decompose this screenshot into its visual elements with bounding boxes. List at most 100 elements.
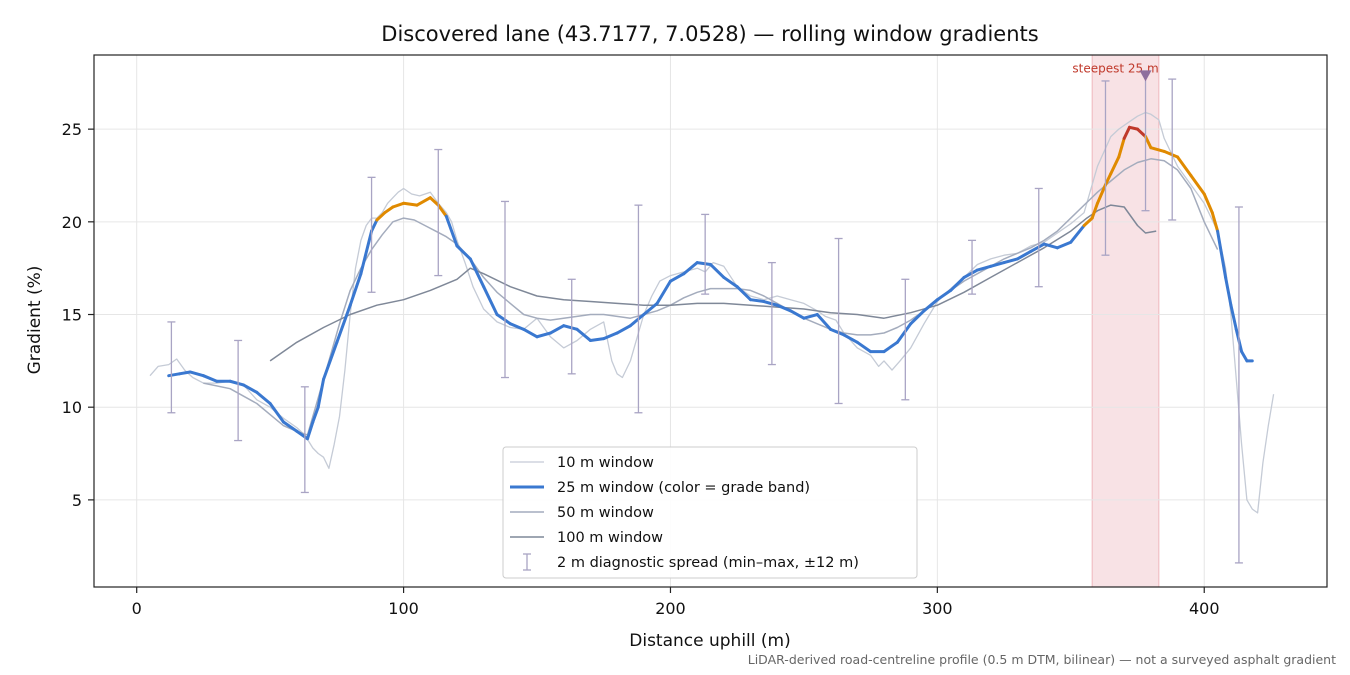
series-segment-25m xyxy=(1069,224,1086,244)
series-segment-25m xyxy=(415,196,432,207)
series-segment-25m xyxy=(1109,155,1121,176)
series-segment-25m xyxy=(241,383,259,394)
errorbar xyxy=(767,261,776,366)
series-segment-25m xyxy=(188,370,205,378)
series-segment-25m xyxy=(909,309,926,326)
series-segment-25m xyxy=(668,272,686,283)
errorbar xyxy=(701,213,710,295)
series-segment-25m xyxy=(201,374,219,383)
errorbar xyxy=(834,237,843,405)
series-segment-25m xyxy=(655,279,672,305)
errorbar xyxy=(634,204,643,414)
series-segment-25m xyxy=(722,275,739,289)
series-layer xyxy=(149,111,1275,514)
legend-box xyxy=(502,446,918,579)
errorbar-layer xyxy=(167,72,1243,564)
series-segment-25m xyxy=(370,218,379,233)
y-tick-label: 20 xyxy=(62,213,82,232)
series-segment-25m xyxy=(1136,127,1148,139)
series-segment-25m xyxy=(1117,136,1126,159)
legend-label: 100 m window xyxy=(557,530,663,546)
series-segment-25m xyxy=(815,313,833,331)
series-segment-25m xyxy=(1162,149,1180,159)
series-segment-25m xyxy=(177,370,192,376)
series-segment-25m xyxy=(935,288,953,302)
legend-entry: 10 m window xyxy=(510,455,654,471)
series-segment-25m xyxy=(562,324,579,331)
y-tick-label: 10 xyxy=(62,398,82,417)
series-segment-25m xyxy=(1216,229,1228,279)
series-segment-25m xyxy=(255,390,272,405)
x-tick-label: 400 xyxy=(1189,599,1220,618)
series-segment-25m xyxy=(322,340,339,381)
series-segment-25m xyxy=(268,401,285,424)
errorbar xyxy=(501,200,509,379)
errorbar xyxy=(434,148,443,277)
x-axis-label: Distance uphill (m) xyxy=(629,631,790,651)
series-segment-25m xyxy=(842,333,859,344)
series-segment-25m xyxy=(1149,146,1166,153)
legend-label: 50 m window xyxy=(557,505,654,521)
series-segment-25m xyxy=(882,340,899,354)
series-segment-25m xyxy=(1095,183,1107,205)
chart-title: Discovered lane (43.7177, 7.0528) — roll… xyxy=(381,22,1038,46)
series-segment-25m xyxy=(575,327,592,342)
series-segment-25m xyxy=(1029,242,1046,253)
errorbar xyxy=(1101,80,1110,256)
series-line-50m xyxy=(203,158,1219,436)
errorbar xyxy=(167,321,176,414)
errorbar xyxy=(1168,78,1177,221)
series-segment-25m xyxy=(1082,216,1094,228)
errorbar xyxy=(968,239,977,295)
errorbar xyxy=(567,278,576,375)
series-segment-25m xyxy=(588,337,606,342)
legend-entry: 100 m window xyxy=(510,530,663,546)
series-segment-25m xyxy=(802,313,819,320)
series-segment-25m xyxy=(1240,350,1249,363)
x-tick-label: 100 xyxy=(388,599,419,618)
series-segment-25m xyxy=(167,372,181,378)
series-segment-25m xyxy=(281,420,299,433)
footnote: LiDAR-derived road-centreline profile (0… xyxy=(748,652,1336,667)
series-segment-25m xyxy=(1042,242,1059,250)
series-segment-25m xyxy=(762,300,779,307)
series-segment-25m xyxy=(1202,192,1214,215)
legend-label: 2 m diagnostic spread (min–max, ±12 m) xyxy=(557,555,859,571)
series-segment-25m xyxy=(1103,172,1113,187)
series-segment-25m xyxy=(311,405,320,424)
series-segment-25m xyxy=(775,303,793,313)
series-segment-25m xyxy=(975,264,993,272)
annotation-layer: steepest 25 m xyxy=(1072,61,1159,82)
series-segment-25m xyxy=(535,331,552,339)
series-segment-25m xyxy=(495,313,512,326)
series-segment-25m xyxy=(855,340,873,354)
legend-label: 25 m window (color = grade band) xyxy=(557,480,810,496)
errorbar xyxy=(901,278,910,401)
series-segment-25m xyxy=(522,327,539,339)
series-segment-25m xyxy=(602,331,619,341)
series-segment-25m xyxy=(228,379,245,387)
y-tick-label: 15 xyxy=(62,306,82,325)
legend-swatch xyxy=(523,553,531,571)
series-segment-25m xyxy=(615,324,632,335)
legend-entry: 2 m diagnostic spread (min–max, ±12 m) xyxy=(523,553,859,571)
series-segment-25m xyxy=(789,309,806,320)
series-segment-25m xyxy=(1055,240,1073,250)
legend-entries: 10 m window 25 m window (color = grade ba… xyxy=(510,455,859,571)
series-segment-25m xyxy=(1015,249,1033,261)
series-segment-25m xyxy=(709,262,726,279)
steepest-marker-icon xyxy=(1139,70,1152,82)
legend-entry: 25 m window (color = grade band) xyxy=(510,480,810,496)
series-segment-25m xyxy=(1189,173,1206,196)
errorbar xyxy=(1234,206,1243,564)
series-segment-25m xyxy=(989,261,1006,268)
series-segment-25m xyxy=(1122,125,1132,140)
series-segment-25m xyxy=(1090,201,1099,220)
series-segment-25m xyxy=(682,261,699,276)
legend-entry: 50 m window xyxy=(510,505,654,521)
series-segment-25m xyxy=(468,257,486,289)
y-axis-label: Gradient (%) xyxy=(25,266,45,375)
series-segment-25m xyxy=(482,285,499,317)
series-segment-25m xyxy=(1176,155,1193,177)
